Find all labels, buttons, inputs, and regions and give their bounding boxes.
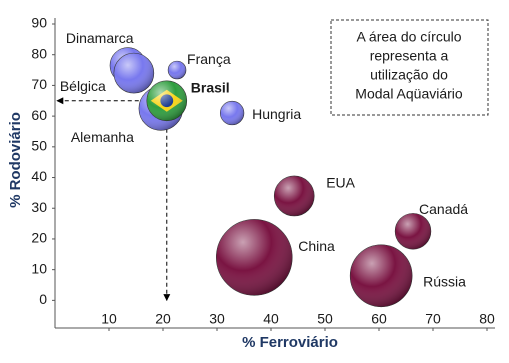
bubble-label: Brasil	[191, 79, 230, 95]
note-text: Modal Aqüaviário	[355, 86, 463, 102]
y-axis-title: % Rodoviário	[7, 112, 24, 208]
note-text: A área do círculo	[356, 29, 461, 45]
bubble-shade	[350, 244, 413, 307]
bubble-shade	[216, 219, 293, 296]
x-tick-label: 30	[209, 311, 225, 327]
bubble-label: Canadá	[419, 201, 468, 217]
x-tick-label: 10	[101, 311, 117, 327]
y-tick-label: 10	[31, 260, 47, 276]
bubble-label: Rússia	[423, 274, 466, 290]
y-tick-label: 20	[31, 230, 47, 246]
bubble-label: França	[187, 51, 231, 67]
x-axis-title: % Ferroviário	[242, 334, 338, 351]
y-tick-label: 90	[31, 15, 47, 31]
bubble-label: Dinamarca	[66, 30, 134, 46]
bubble-shade	[146, 80, 187, 121]
bubble-label: Bélgica	[60, 78, 106, 94]
y-tick-label: 30	[31, 199, 47, 215]
x-tick-label: 70	[425, 311, 441, 327]
note-text: utilização do	[370, 67, 448, 83]
y-tick-label: 0	[39, 291, 47, 307]
x-tick-label: 40	[263, 311, 279, 327]
note-text: representa a	[370, 48, 449, 64]
note-box	[330, 19, 489, 116]
bubble-shade	[168, 61, 186, 80]
bubble-shade	[395, 213, 431, 250]
x-tick-label: 50	[317, 311, 333, 327]
x-tick-label: 20	[155, 311, 171, 327]
y-tick-label: 80	[31, 45, 47, 61]
bubble-label: China	[298, 238, 335, 254]
bubble-label: Alemanha	[71, 129, 134, 145]
y-tick-label: 40	[31, 168, 47, 184]
bubble-shade	[113, 53, 154, 94]
y-tick-label: 50	[31, 138, 47, 154]
x-tick-label: 60	[371, 311, 387, 327]
bubble-shade	[274, 175, 315, 216]
y-tick-label: 70	[31, 76, 47, 92]
bubble-shade	[220, 101, 244, 125]
y-tick-label: 60	[31, 107, 47, 123]
bubble-label: Hungria	[252, 106, 301, 122]
x-tick-label: 80	[479, 311, 495, 327]
bubble-label: EUA	[326, 175, 355, 191]
